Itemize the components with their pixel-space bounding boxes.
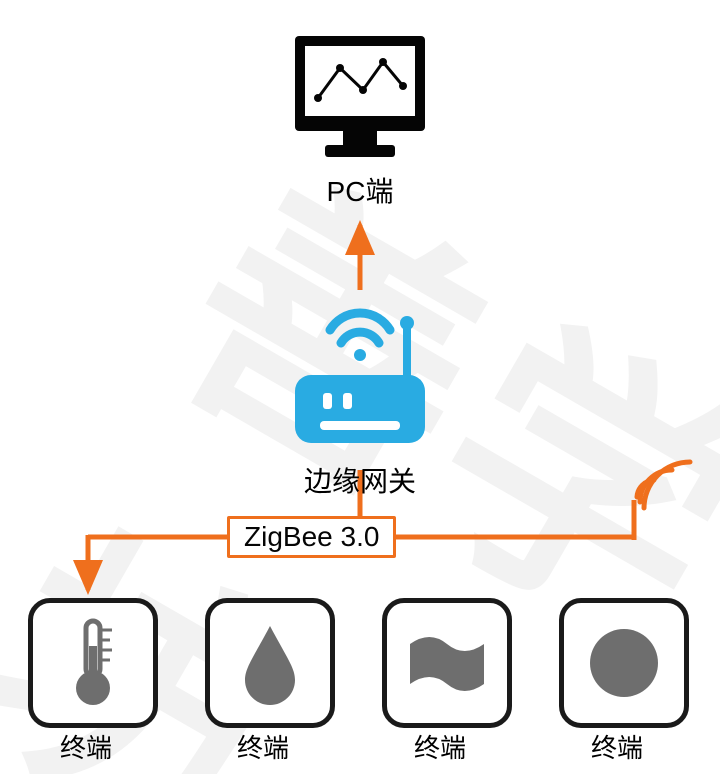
terminal-label-2: 终端 (237, 728, 289, 765)
circle-icon (584, 623, 664, 703)
flag-icon (402, 626, 492, 701)
gateway-icon (275, 295, 445, 465)
terminal-label-3: 终端 (414, 728, 466, 765)
pc-label: PC端 (320, 170, 400, 210)
pc-icon (285, 28, 435, 168)
zigbee-protocol-box: ZigBee 3.0 (227, 516, 396, 558)
diagram-stage: PC端 边缘网关 ZigBee 3.0 终端 (0, 0, 720, 774)
terminal-card-1 (28, 598, 158, 728)
drop-icon (235, 618, 305, 708)
terminal-card-3 (382, 598, 512, 728)
terminal-label-4: 终端 (591, 728, 643, 765)
thermometer-icon (58, 616, 128, 711)
gateway-label: 边缘网关 (300, 460, 420, 500)
wireless-icon (637, 462, 690, 508)
terminal-card-4 (559, 598, 689, 728)
terminal-label-1: 终端 (60, 728, 112, 765)
terminal-card-2 (205, 598, 335, 728)
